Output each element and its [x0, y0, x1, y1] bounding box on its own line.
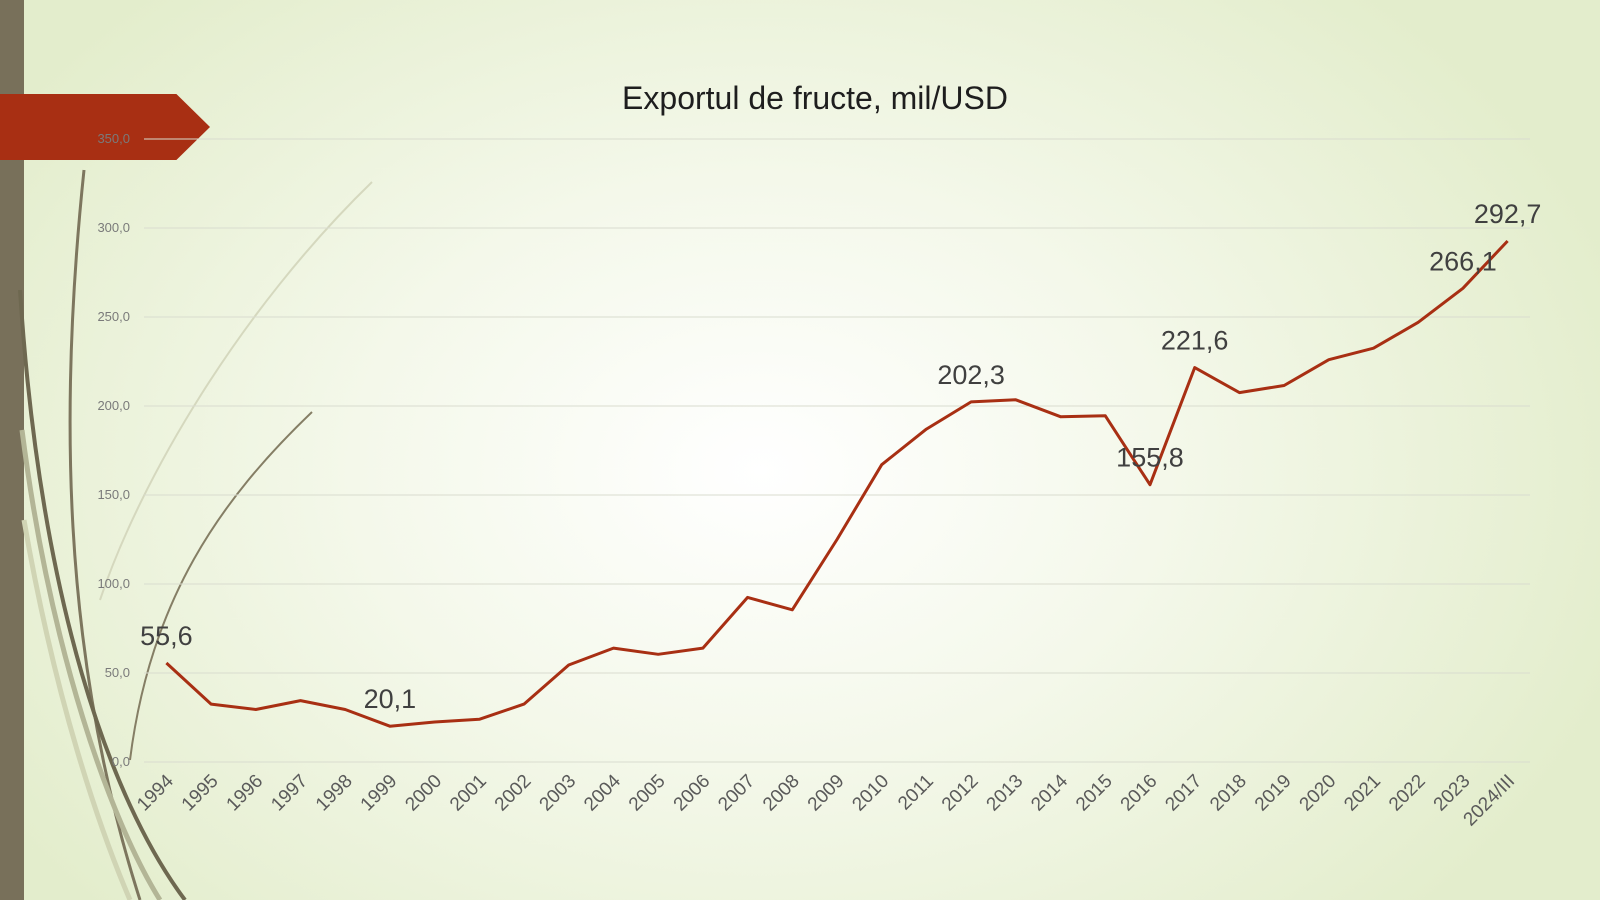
y-tick-label: 50,0 [105, 665, 130, 680]
y-tick-label: 150,0 [97, 487, 130, 502]
x-tick-label: 1996 [223, 771, 268, 816]
y-tick-label: 300,0 [97, 220, 130, 235]
x-tick-label: 2018 [1206, 771, 1251, 816]
x-tick-label: 2015 [1072, 771, 1117, 816]
data-label: 292,7 [1474, 199, 1542, 229]
x-tick-label: 2021 [1340, 771, 1385, 816]
x-tick-label: 2006 [670, 771, 715, 816]
x-tick-label: 2016 [1117, 771, 1162, 816]
x-tick-label: 2002 [491, 771, 536, 816]
series-lines [165, 239, 1509, 728]
x-tick-label: 1998 [312, 771, 357, 816]
x-tick-label: 2011 [894, 771, 938, 815]
x-tick-label: 1999 [357, 771, 402, 816]
data-label: 221,6 [1161, 326, 1229, 356]
x-axis-ticks: 1994 1995 1996 1997 1998 1999 2000 2001 2002 2003… [133, 770, 1519, 830]
x-tick-label: 2007 [714, 771, 759, 816]
x-tick-label: 1997 [267, 771, 312, 816]
x-tick-label: 1994 [133, 770, 178, 815]
x-tick-label: 2019 [1251, 771, 1296, 816]
y-tick-label: 200,0 [97, 398, 130, 413]
data-label: 155,8 [1116, 443, 1184, 473]
x-tick-label: 2005 [625, 771, 670, 816]
decor-curve [129, 411, 313, 761]
x-tick-label: 2013 [983, 771, 1028, 816]
decor-curve [21, 519, 133, 900]
x-tick-label: 2020 [1296, 771, 1341, 816]
decor-curve [99, 181, 373, 601]
x-tick-label: 2001 [446, 771, 491, 816]
data-label: 55,6 [140, 621, 193, 651]
x-tick-label: 2017 [1161, 771, 1206, 816]
data-labels: 55,6 20,1 202,3 155,8 221,6 266,1 292,7 [140, 199, 1541, 714]
y-tick-label: 100,0 [97, 576, 130, 591]
data-label: 20,1 [364, 684, 417, 714]
y-tick-label: 250,0 [97, 309, 130, 324]
decor-curve [19, 429, 163, 900]
x-tick-label: 2003 [536, 771, 581, 816]
y-axis-ticks: 0,0 50,0 100,0 150,0 200,0 250,0 300,0 350,0 [97, 131, 130, 769]
x-tick-label: 2014 [1027, 770, 1072, 815]
x-tick-label: 2000 [401, 771, 446, 816]
x-tick-label: 2022 [1385, 771, 1430, 816]
y-tick-label: 350,0 [97, 131, 130, 146]
x-tick-label: 2012 [938, 771, 983, 816]
title-arrow-tab [0, 94, 210, 160]
chart-title: Exportul de fructe, mil/USD [622, 80, 1008, 116]
data-label: 266,1 [1429, 246, 1497, 276]
x-tick-label: 2009 [804, 771, 849, 816]
x-tick-label: 1995 [178, 771, 223, 816]
data-label: 202,3 [937, 360, 1005, 390]
grid-lines [144, 138, 1530, 763]
y-tick-label: 0,0 [112, 754, 130, 769]
series-line [165, 239, 1509, 728]
x-tick-label: 2010 [848, 771, 893, 816]
decor-curve [18, 289, 187, 900]
x-tick-label: 2008 [759, 771, 804, 816]
x-tick-label: 2004 [580, 770, 625, 815]
